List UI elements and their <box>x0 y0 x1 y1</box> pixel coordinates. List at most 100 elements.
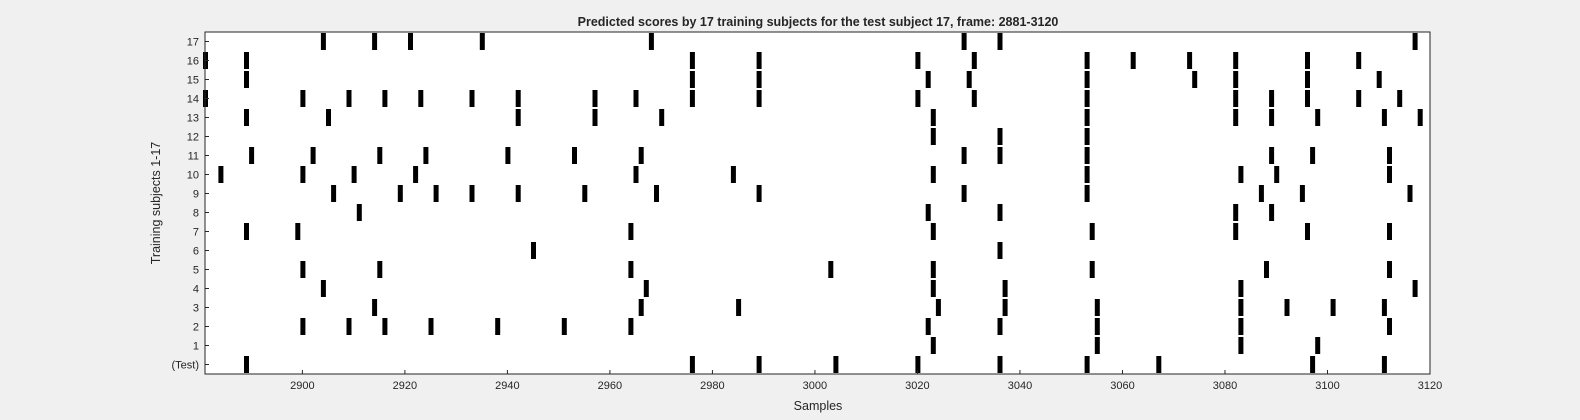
event-mark-10-6 <box>930 166 936 183</box>
event-mark-1-3 <box>1315 337 1321 354</box>
y-tick-label: 8 <box>193 208 199 220</box>
event-mark-2-0 <box>300 318 306 335</box>
event-mark-10-2 <box>351 166 357 183</box>
event-mark-14-8 <box>633 90 639 107</box>
event-mark-4-4 <box>1238 280 1244 297</box>
event-mark-4-3 <box>1002 280 1008 297</box>
event-mark-11-9 <box>1084 147 1090 164</box>
event-mark-test-4 <box>915 356 921 373</box>
event-mark-12-2 <box>1084 128 1090 145</box>
event-mark-13-1 <box>326 109 331 126</box>
event-mark-9-12 <box>1407 185 1413 202</box>
event-mark-16-7 <box>1130 52 1136 69</box>
y-tick-label: 4 <box>193 284 199 296</box>
event-mark-4-2 <box>930 280 936 297</box>
event-mark-13-0 <box>244 109 249 126</box>
y-tick-label: 16 <box>187 56 199 68</box>
event-mark-14-5 <box>469 90 475 107</box>
event-mark-3-3 <box>935 299 941 316</box>
event-mark-16-1 <box>244 52 249 69</box>
event-mark-13-7 <box>1233 109 1239 126</box>
event-mark-10-4 <box>633 166 639 183</box>
event-mark-test-1 <box>689 356 695 373</box>
event-mark-9-4 <box>515 185 521 202</box>
event-marks <box>203 33 1423 373</box>
y-tick-label: 10 <box>187 170 199 182</box>
event-mark-13-3 <box>592 109 598 126</box>
event-mark-9-2 <box>433 185 439 202</box>
event-mark-14-17 <box>1356 90 1362 107</box>
event-mark-3-2 <box>736 299 742 316</box>
event-mark-11-0 <box>249 147 255 164</box>
event-mark-2-9 <box>1094 318 1100 335</box>
plot-frame <box>204 31 1431 375</box>
x-tick-label: 2980 <box>700 380 724 392</box>
event-mark-14-3 <box>382 90 388 107</box>
event-mark-10-7 <box>1084 166 1090 183</box>
event-mark-10-10 <box>1387 166 1392 183</box>
event-mark-16-11 <box>1356 52 1362 69</box>
event-mark-13-10 <box>1381 109 1387 126</box>
event-mark-test-6 <box>1084 356 1090 373</box>
event-mark-14-1 <box>300 90 306 107</box>
y-tick-label: 3 <box>193 303 199 315</box>
event-mark-14-14 <box>1233 90 1239 107</box>
event-mark-13-4 <box>659 109 665 126</box>
event-mark-8-0 <box>356 204 362 221</box>
y-tick-label: 7 <box>193 227 199 239</box>
event-mark-10-0 <box>218 166 224 183</box>
event-mark-9-6 <box>654 185 659 202</box>
event-mark-13-2 <box>515 109 521 126</box>
event-mark-14-10 <box>756 90 762 107</box>
event-mark-15-0 <box>244 71 249 88</box>
event-mark-16-3 <box>756 52 762 69</box>
event-mark-5-5 <box>1089 261 1095 278</box>
y-tick-label: (Test) <box>172 360 200 372</box>
y-tick-label: 15 <box>187 75 199 87</box>
event-mark-16-8 <box>1187 52 1193 69</box>
event-mark-11-4 <box>505 147 511 164</box>
event-mark-2-4 <box>495 318 501 335</box>
x-tick-label: 2920 <box>393 380 417 392</box>
x-tick-label: 2900 <box>290 380 314 392</box>
event-mark-14-9 <box>689 90 695 107</box>
x-tick-label: 3000 <box>803 380 827 392</box>
event-mark-13-9 <box>1315 109 1321 126</box>
event-mark-17-2 <box>408 33 413 50</box>
event-mark-11-6 <box>638 147 644 164</box>
event-mark-3-0 <box>372 299 378 316</box>
event-mark-10-5 <box>730 166 736 183</box>
event-mark-2-6 <box>628 318 634 335</box>
event-mark-2-1 <box>346 318 352 335</box>
event-mark-2-8 <box>997 318 1003 335</box>
event-mark-3-9 <box>1381 299 1387 316</box>
event-mark-2-7 <box>925 318 931 335</box>
event-mark-15-9 <box>1376 71 1382 88</box>
event-mark-11-7 <box>961 147 967 164</box>
event-mark-15-4 <box>966 71 972 88</box>
event-mark-5-7 <box>1387 261 1392 278</box>
event-mark-13-8 <box>1269 109 1275 126</box>
event-mark-5-6 <box>1264 261 1269 278</box>
event-mark-3-8 <box>1330 299 1336 316</box>
event-mark-15-7 <box>1233 71 1239 88</box>
event-mark-14-6 <box>515 90 521 107</box>
event-mark-5-4 <box>930 261 936 278</box>
event-mark-test-9 <box>1381 356 1387 373</box>
y-tick-label: 11 <box>188 151 199 163</box>
event-mark-4-5 <box>1412 280 1418 297</box>
event-mark-5-0 <box>300 261 306 278</box>
event-mark-15-5 <box>1084 71 1090 88</box>
event-mark-15-2 <box>756 71 762 88</box>
event-mark-17-6 <box>997 33 1003 50</box>
event-mark-9-5 <box>582 185 588 202</box>
event-mark-11-8 <box>997 147 1003 164</box>
event-mark-8-3 <box>1233 204 1239 221</box>
y-tick-label: 5 <box>193 265 199 277</box>
event-mark-10-1 <box>300 166 306 183</box>
event-mark-4-0 <box>320 280 326 297</box>
y-tick-label: 6 <box>193 246 199 258</box>
